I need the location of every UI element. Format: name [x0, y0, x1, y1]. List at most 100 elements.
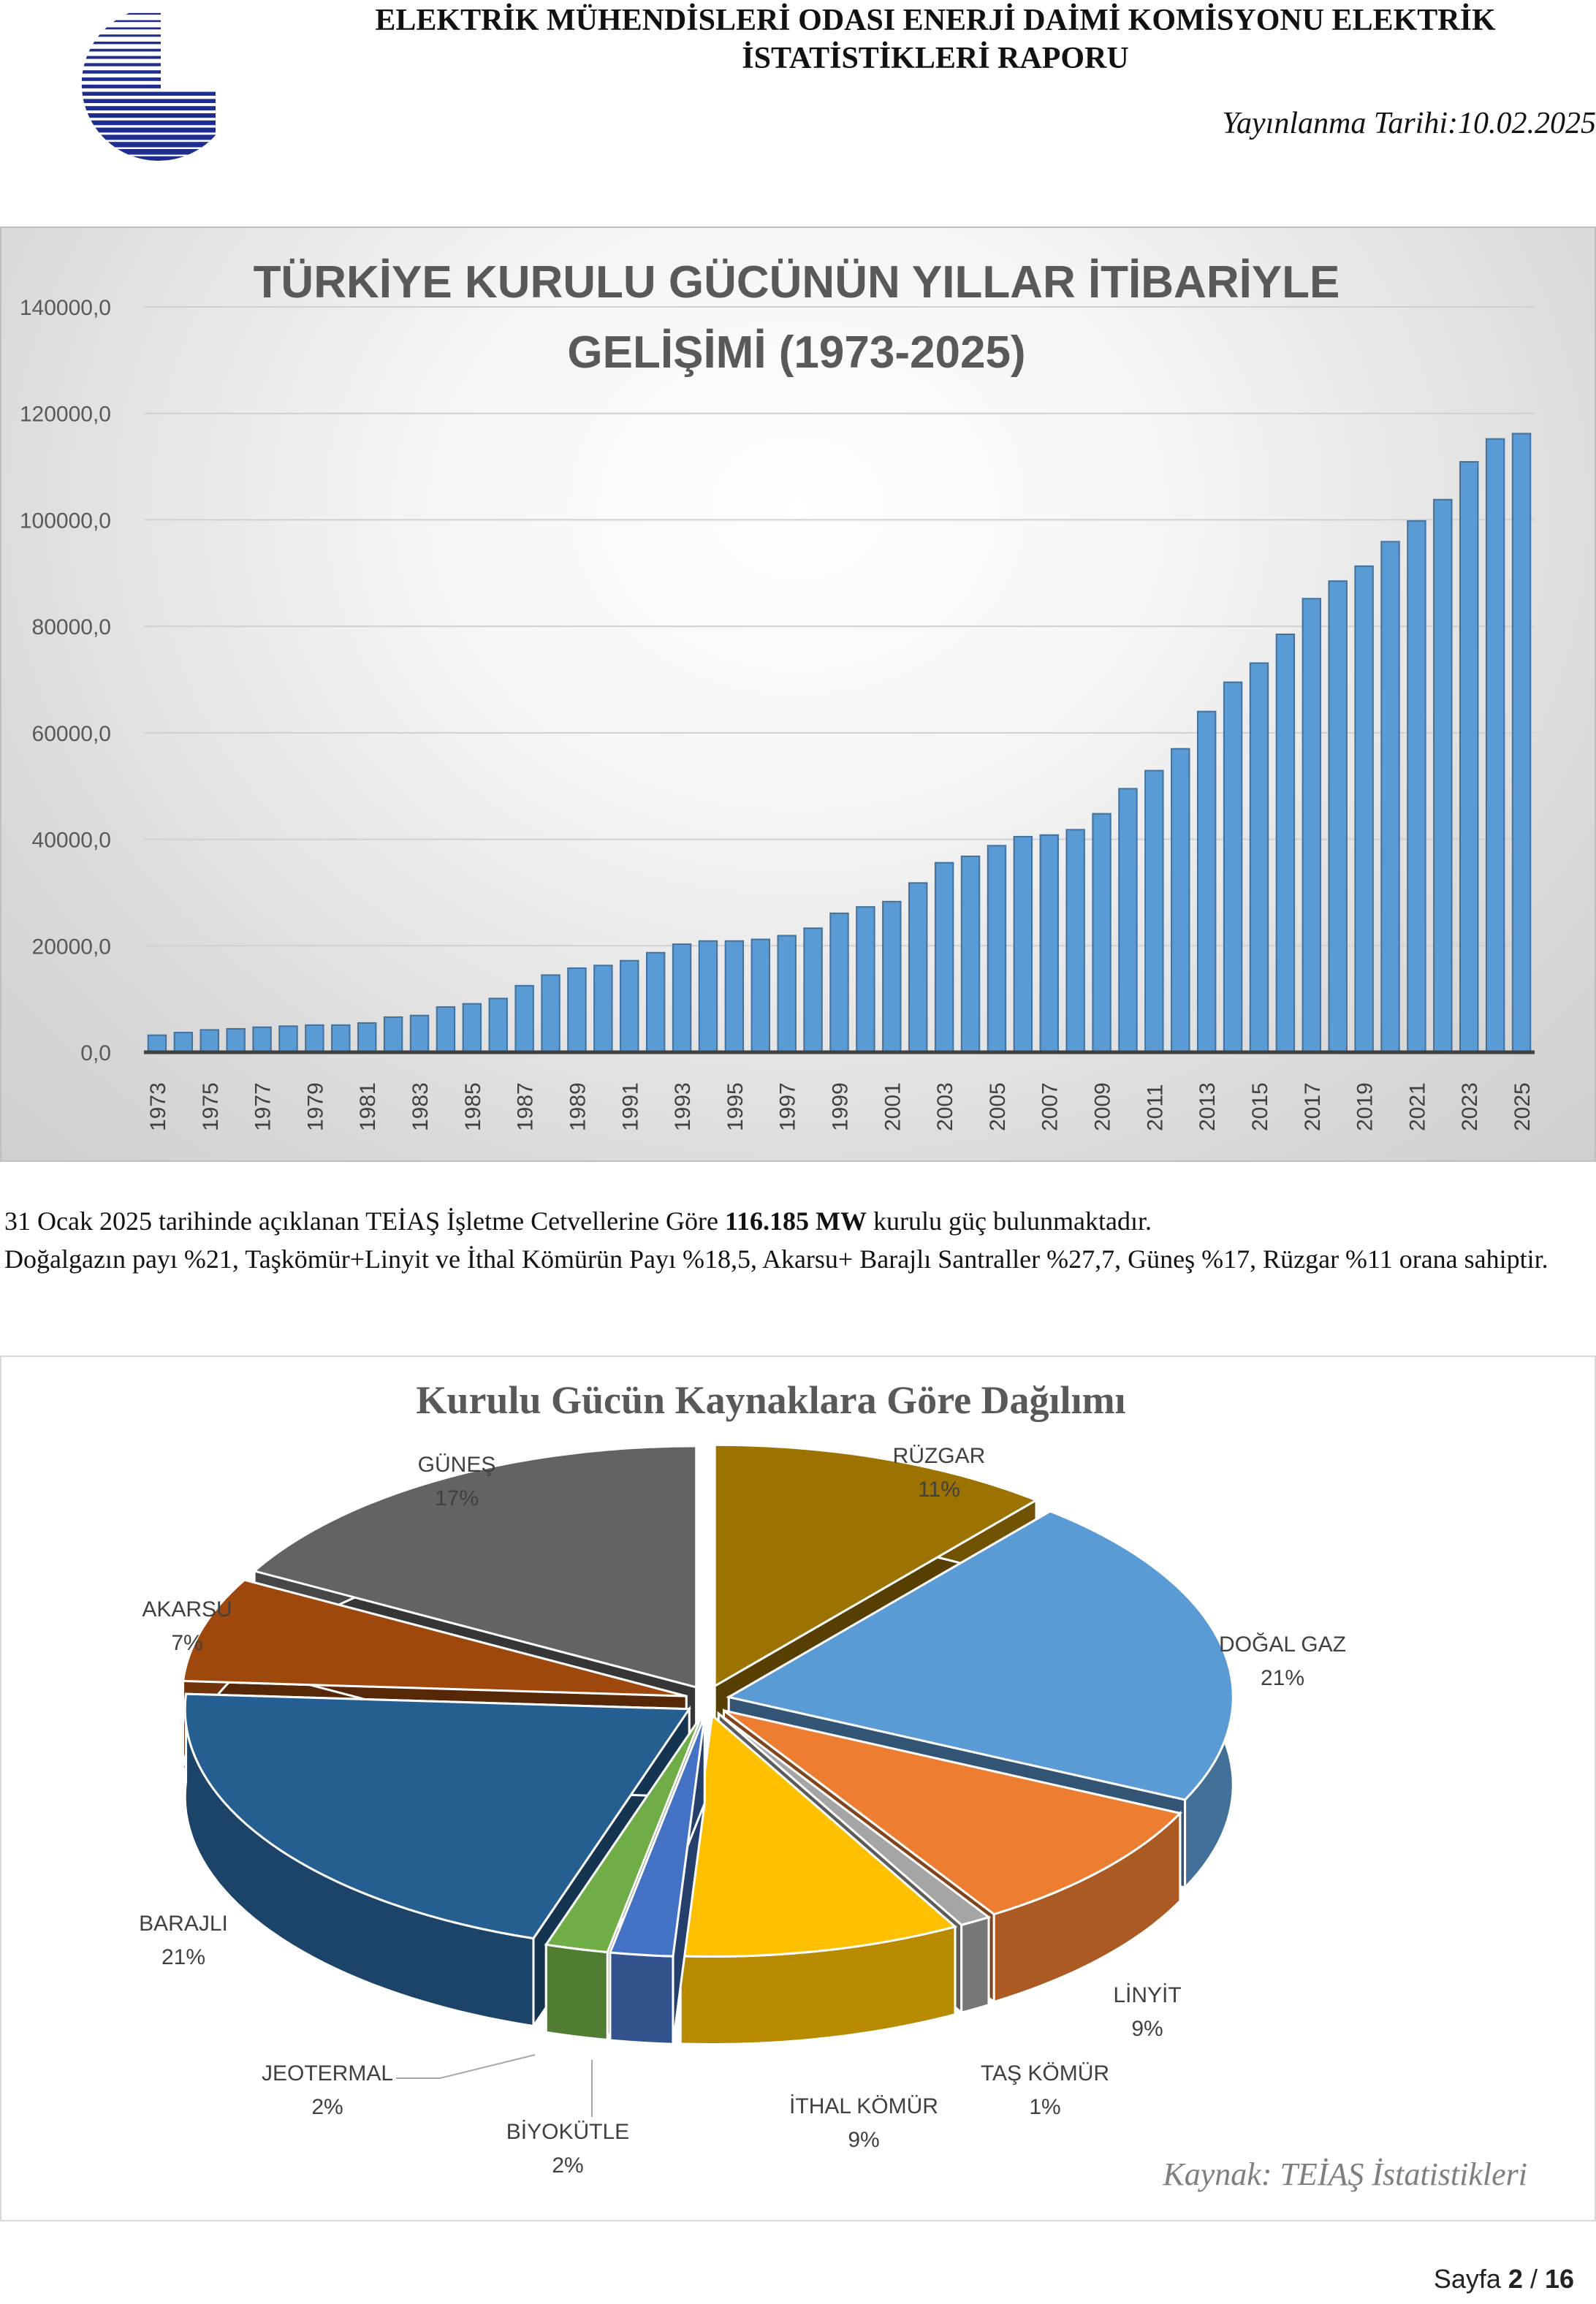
x-tick-label: 1995	[723, 1082, 748, 1131]
y-tick-label: 140000,0	[20, 296, 111, 320]
bar-1990	[593, 965, 613, 1053]
bar-1978	[278, 1025, 298, 1054]
pie-label-value: 9%	[848, 2128, 880, 2152]
bar-1977	[252, 1026, 272, 1054]
bar-2002	[908, 882, 928, 1053]
y-tick-label: 60000,0	[32, 722, 111, 746]
bar-2010	[1118, 788, 1138, 1053]
report-title: ELEKTRİK MÜHENDİSLERİ ODASI ENERJİ DAİMİ…	[278, 1, 1593, 77]
x-tick-label: 2005	[986, 1082, 1010, 1131]
bar-1998	[803, 927, 823, 1053]
bar-2017	[1302, 598, 1322, 1053]
pie-label-name: GÜNEŞ	[417, 1453, 496, 1477]
bar-1981	[357, 1022, 377, 1054]
bar-1974	[173, 1032, 194, 1053]
y-tick-label: 120000,0	[20, 403, 111, 427]
bar-2023	[1459, 461, 1479, 1053]
bar-chart-title: GELİŞİMİ (1973-2025)	[567, 327, 1025, 378]
x-tick-label: 2021	[1405, 1082, 1429, 1131]
pie-label-doğal-gaz: DOĞAL GAZ 21%	[1166, 1628, 1399, 1695]
x-tick-label: 1979	[303, 1082, 327, 1131]
bar-2003	[934, 862, 954, 1054]
summary-paragraph: 31 Ocak 2025 tarihinde açıklanan TEİAŞ İ…	[4, 1202, 1590, 1278]
pie-label-i̇thal-kömür: İTHAL KÖMÜR 9%	[747, 2090, 981, 2157]
x-tick-label: 1981	[356, 1082, 380, 1131]
y-tick-label: 40000,0	[32, 829, 111, 853]
bar-2024	[1485, 438, 1505, 1053]
bar-2009	[1092, 813, 1112, 1053]
pie-label-value: 21%	[1260, 1666, 1305, 1690]
pie-label-value: 9%	[1131, 2017, 1163, 2041]
bar-1991	[620, 959, 639, 1054]
bar-1989	[567, 967, 587, 1054]
x-tick-label: 1991	[618, 1082, 642, 1131]
x-tick-label: 1973	[146, 1082, 170, 1131]
pie-label-akarsu: AKARSU 7%	[70, 1593, 304, 1660]
leader-line-jeotermal	[396, 2054, 536, 2079]
pie-label-name: JEOTERMAL	[261, 2061, 394, 2086]
bar-2006	[1013, 835, 1033, 1054]
bar-chart-gridlines	[144, 306, 1535, 947]
pie-label-name: LİNYİT	[1113, 1983, 1182, 2007]
bar-2018	[1328, 580, 1348, 1053]
y-tick-label: 0,0	[80, 1041, 111, 1065]
pie-label-name: BARAJLI	[139, 1912, 228, 1936]
summary-line-2: Doğalgazın payı %21, Taşkömür+Linyit ve …	[4, 1244, 1548, 1274]
bar-1997	[777, 935, 797, 1054]
bar-2020	[1380, 541, 1400, 1053]
bar-chart: 0,0 20000,0 40000,0 60000,0 80000,0 100000,0 1…	[20, 257, 1535, 1131]
report-title-line1: ELEKTRİK MÜHENDİSLERİ ODASI ENERJİ DAİMİ…	[375, 4, 1496, 37]
pie-label-li̇nyi̇t: LİNYİT 9%	[1030, 1979, 1264, 2046]
pie-label-value: 2%	[311, 2095, 343, 2119]
bar-2021	[1407, 520, 1426, 1053]
x-tick-label: 1989	[566, 1082, 590, 1131]
x-tick-label: 2023	[1458, 1082, 1482, 1131]
y-tick-label: 100000,0	[20, 509, 111, 533]
pie-label-name: TAŞ KÖMÜR	[980, 2061, 1110, 2086]
bar-2004	[960, 855, 981, 1054]
bar-1976	[226, 1027, 246, 1054]
bar-2008	[1065, 829, 1085, 1053]
bar-2016	[1275, 634, 1296, 1053]
bar-1988	[541, 974, 560, 1053]
pie-label-value: 2%	[552, 2153, 584, 2178]
summary-line-1: 31 Ocak 2025 tarihinde açıklanan TEİAŞ İ…	[4, 1202, 1590, 1240]
bar-2007	[1039, 834, 1059, 1053]
bar-2014	[1223, 681, 1243, 1054]
bar-2012	[1171, 748, 1190, 1053]
pie-label-taş-kömür: TAŞ KÖMÜR 1%	[928, 2057, 1162, 2124]
bar-1986	[488, 997, 508, 1054]
pie-label-value: 21%	[161, 1945, 206, 1969]
x-tick-label: 1987	[514, 1082, 538, 1131]
pie-label-jeotermal: JEOTERMAL 2%	[210, 2057, 444, 2124]
pie-label-value: 1%	[1029, 2095, 1061, 2119]
bar-2005	[987, 845, 1007, 1053]
bar-1994	[698, 940, 718, 1053]
bar-1982	[383, 1016, 403, 1054]
pie-label-barajli: BARAJLI 21%	[66, 1907, 300, 1974]
bar-series	[147, 433, 1532, 1054]
bar-2025	[1511, 433, 1532, 1053]
x-tick-label: 1985	[461, 1082, 485, 1131]
bar-1995	[724, 940, 745, 1053]
x-tick-label: 2017	[1301, 1082, 1325, 1131]
bar-1979	[305, 1024, 324, 1054]
bar-1996	[750, 938, 770, 1053]
x-tick-label: 2011	[1143, 1084, 1167, 1131]
pie-chart-title: Kurulu Gücün Kaynaklara Göre Dağılımı	[416, 1378, 1126, 1422]
x-tick-label: 2003	[933, 1082, 957, 1131]
bar-chart-title: TÜRKİYE KURULU GÜCÜNÜN YILLAR İTİBARİYLE	[254, 257, 1340, 308]
x-tick-label: 1977	[251, 1082, 276, 1131]
pie-slice-i̇thal-kömür	[679, 1713, 958, 2045]
pie-label-bi̇yokütle: BİYOKÜTLE 2%	[451, 2115, 685, 2183]
pie-chart-panel	[0, 1356, 1596, 2221]
x-tick-label: 2001	[881, 1082, 905, 1131]
x-tick-label: 2009	[1091, 1082, 1115, 1131]
pie-label-name: İTHAL KÖMÜR	[789, 2094, 938, 2118]
bar-1973	[147, 1034, 167, 1053]
x-tick-label: 2007	[1038, 1082, 1063, 1131]
page-current: 2	[1508, 2264, 1523, 2294]
page-total: 16	[1544, 2264, 1574, 2294]
bar-2022	[1433, 498, 1453, 1053]
pie-label-value: 11%	[918, 1478, 960, 1502]
